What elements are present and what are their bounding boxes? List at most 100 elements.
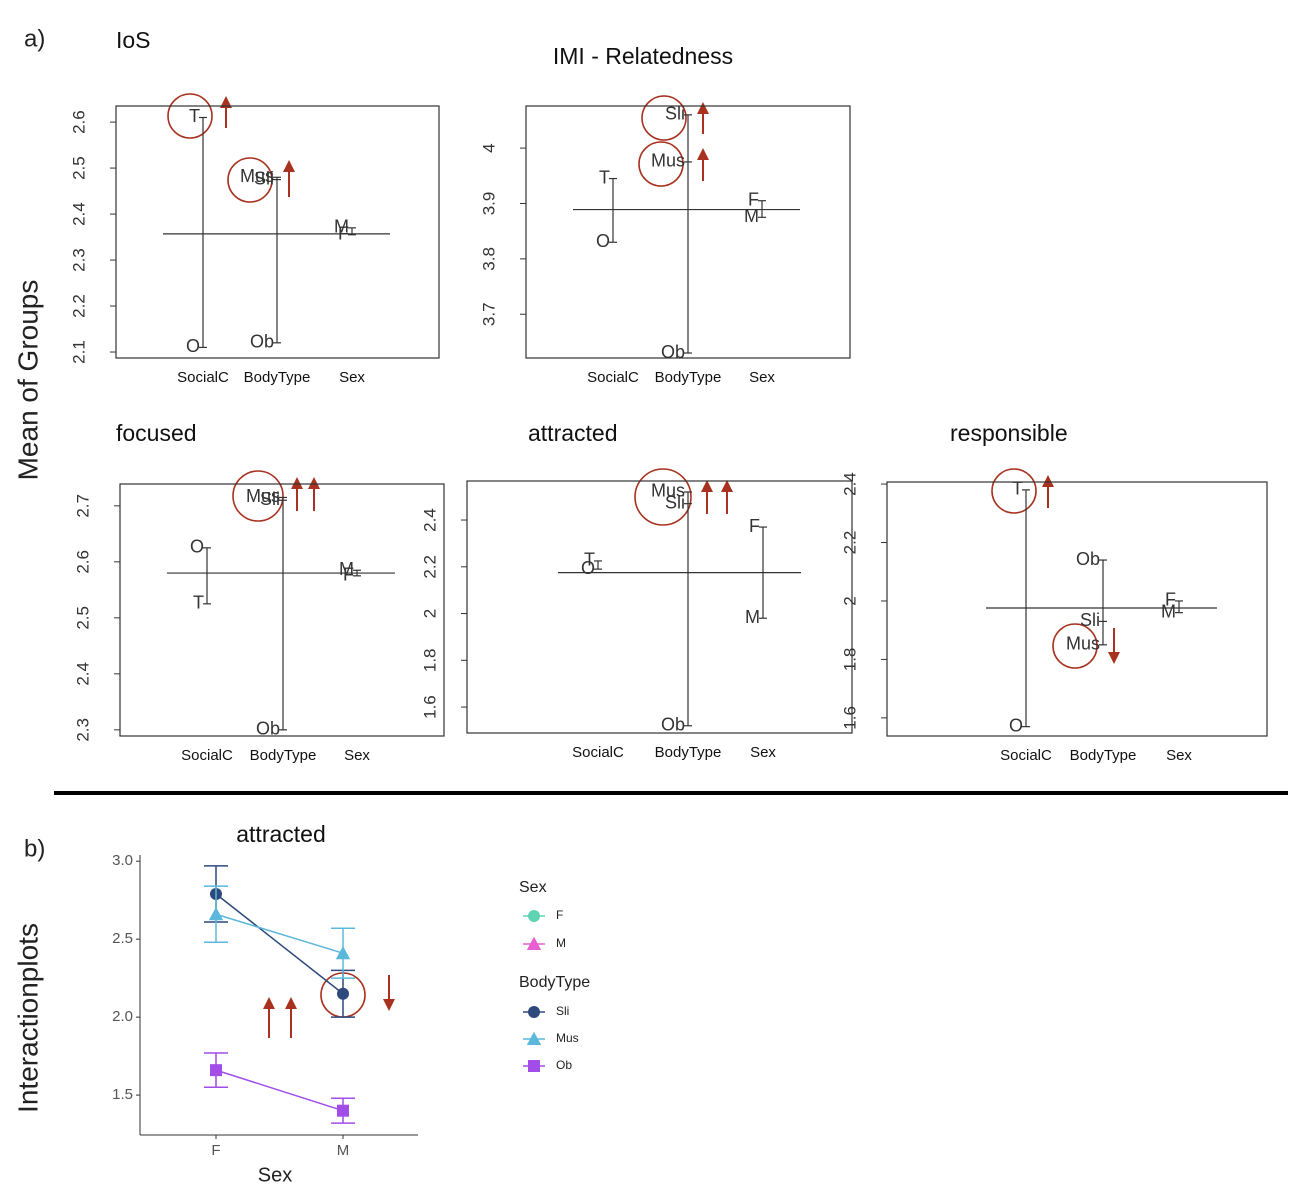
level-label: Sli: [665, 104, 685, 124]
plot-frame: [886, 481, 1268, 737]
level-label: Mus: [1066, 634, 1100, 654]
legend-label: M: [556, 936, 566, 950]
level-label: T: [193, 593, 204, 613]
arrow-head: [285, 997, 297, 1009]
y-tick-label: 3.8: [479, 247, 498, 271]
level-label: Sli: [260, 489, 280, 509]
factor-label: BodyType: [244, 369, 311, 386]
legend-title: Sex: [519, 879, 547, 896]
arrow-head: [697, 102, 709, 114]
level-label: O: [581, 558, 595, 578]
y-tick-label: 2.6: [73, 550, 92, 574]
level-label: O: [1009, 715, 1023, 735]
plot-frame: [115, 105, 440, 359]
chart-title: IoS: [116, 27, 151, 53]
panel-label: b): [24, 835, 45, 862]
arrow-head: [697, 148, 709, 160]
y-tick-label: 2.4: [840, 472, 859, 496]
chart-title: focused: [116, 420, 197, 446]
level-label: F: [748, 189, 759, 209]
level-label: F: [343, 565, 354, 585]
level-label: F: [749, 516, 760, 536]
level-label: Ob: [661, 715, 685, 735]
level-label: T: [584, 550, 595, 570]
arrow-head: [721, 480, 733, 492]
factor-label: BodyType: [250, 747, 317, 764]
level-label: Mus: [651, 151, 685, 171]
legend-label: Ob: [556, 1058, 572, 1072]
level-label: O: [186, 336, 200, 356]
arrow-head: [220, 96, 232, 108]
legend-label: Mus: [556, 1031, 579, 1045]
y-tick-label: 2.3: [69, 248, 88, 272]
y-tick-label: 2.2: [420, 555, 439, 579]
annotations: [167, 93, 1098, 1018]
y-tick-label: 1.8: [420, 648, 439, 672]
y-tick-label: 1.6: [420, 695, 439, 719]
level-label: F: [1165, 590, 1176, 610]
factor-label: Sex: [339, 369, 365, 386]
y-tick-label: 2.2: [69, 294, 88, 318]
y-tick-label: 2.7: [73, 494, 92, 518]
y-tick-label: 2: [840, 596, 859, 605]
y-tick-label: 1.6: [840, 706, 859, 730]
level-label: Ob: [1076, 549, 1100, 569]
factor-label: Sex: [1166, 747, 1192, 764]
legend-label: F: [556, 908, 563, 922]
arrow-head: [283, 160, 295, 172]
series-line: [215, 1069, 344, 1112]
y-tick-label: 3.7: [479, 302, 498, 326]
x-axis-title: Sex: [258, 1164, 292, 1186]
level-label: F: [338, 224, 349, 244]
factor-label: SocialC: [572, 744, 624, 761]
arrow-head: [1108, 652, 1120, 664]
y-axis-title: Interactionplots: [12, 923, 43, 1113]
arrow-head: [701, 480, 713, 492]
data-point: [335, 946, 351, 960]
x-tick-label: M: [337, 1142, 350, 1159]
arrow-head: [383, 999, 395, 1011]
level-label: T: [599, 167, 610, 187]
y-tick-label: 2.4: [73, 662, 92, 686]
legend-marker: [528, 910, 540, 922]
y-tick-label: 2.4: [420, 508, 439, 532]
level-label: M: [1161, 601, 1176, 621]
arrow-head: [1042, 475, 1054, 487]
data-point: [337, 1104, 349, 1117]
level-label: O: [190, 537, 204, 557]
y-tick-label: 3.9: [479, 192, 498, 216]
y-tick-label: 2.5: [69, 156, 88, 180]
level-label: Ob: [661, 342, 685, 362]
y-tick-label: 2.4: [69, 202, 88, 226]
arrows: [220, 96, 1120, 1038]
factor-label: BodyType: [655, 744, 722, 761]
level-label: T: [189, 106, 200, 126]
arrow-head: [291, 477, 303, 489]
factor-label: BodyType: [1070, 747, 1137, 764]
y-tick-label: 2.6: [69, 110, 88, 134]
plot-frame: [525, 105, 851, 359]
chart-title: attracted: [528, 420, 618, 446]
level-label: Mus: [246, 486, 280, 506]
level-label: T: [1012, 479, 1023, 499]
level-label: Sli: [1080, 610, 1100, 630]
level-label: Ob: [256, 719, 280, 739]
y-tick-label: 2.1: [69, 340, 88, 364]
factor-label: Sex: [749, 369, 775, 386]
legend-title: BodyType: [519, 974, 590, 991]
arrow-head: [263, 997, 275, 1009]
factor-label: SocialC: [177, 369, 229, 386]
legend-marker: [526, 1031, 542, 1045]
level-label: Sli: [254, 168, 274, 188]
y-tick-label: 2.3: [73, 718, 92, 742]
y-tick-label: 2.0: [112, 1008, 133, 1025]
data-point: [208, 907, 224, 921]
chart-title: attracted: [236, 821, 326, 847]
level-label: M: [339, 559, 354, 579]
plot-frame: [466, 480, 853, 734]
level-label: M: [744, 206, 759, 226]
legend-marker: [528, 1006, 540, 1018]
y-tick-label: 2: [420, 609, 439, 618]
y-tick-label: 1.8: [840, 648, 859, 672]
